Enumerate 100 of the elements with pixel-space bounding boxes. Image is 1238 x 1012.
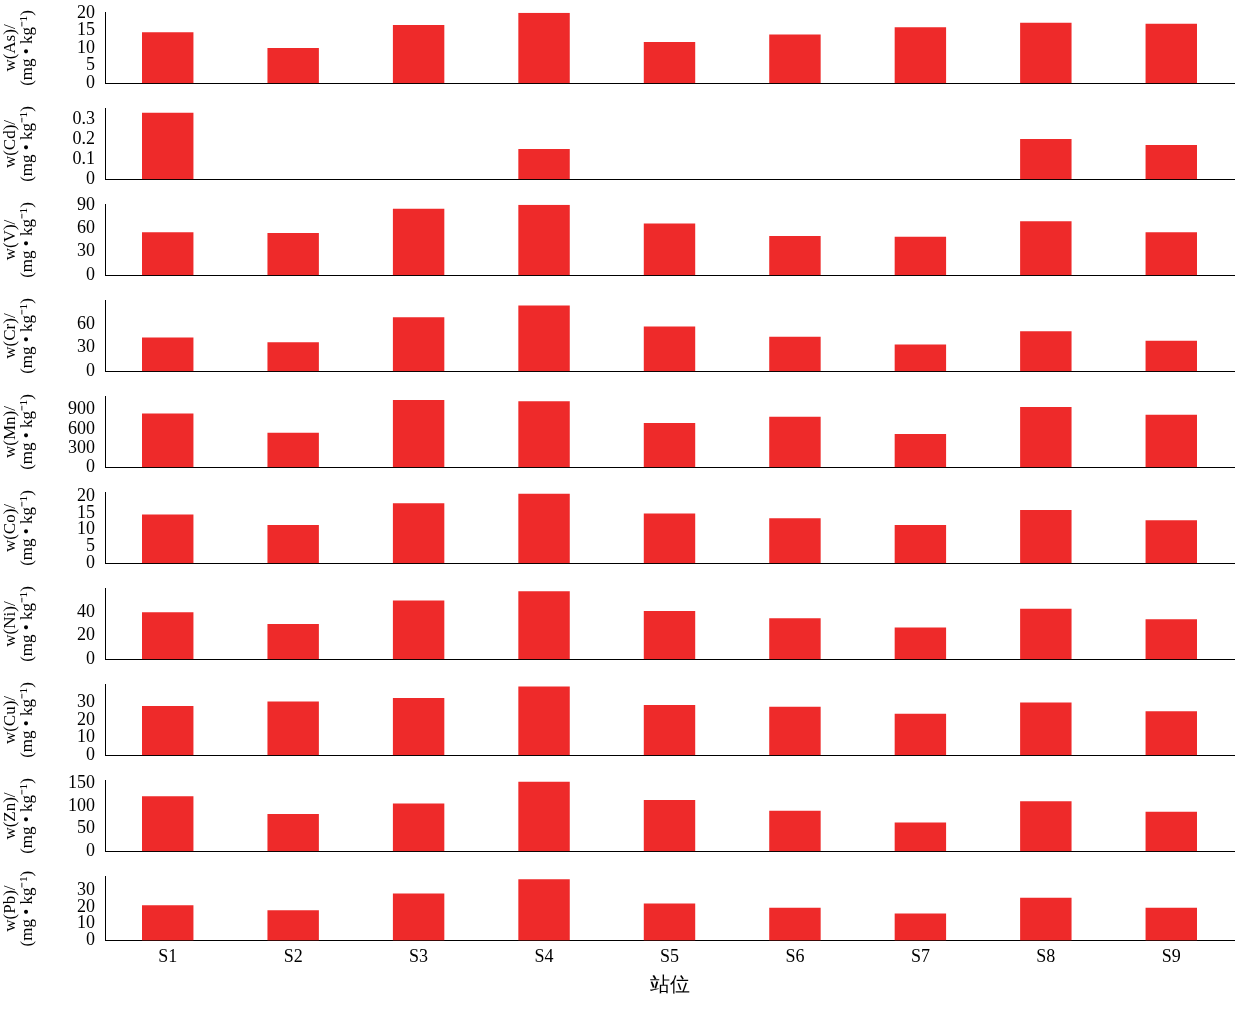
bar bbox=[142, 514, 194, 564]
bar bbox=[518, 401, 570, 468]
y-tick-label: 300 bbox=[68, 436, 95, 457]
x-tick-label: S1 bbox=[158, 945, 178, 966]
bar bbox=[392, 25, 445, 84]
bar bbox=[769, 416, 821, 468]
bar bbox=[1020, 22, 1072, 84]
bar bbox=[894, 822, 947, 852]
bar bbox=[518, 204, 570, 276]
bar bbox=[142, 612, 194, 660]
y-tick-label: 100 bbox=[68, 794, 95, 815]
y-tick-label: 0 bbox=[86, 167, 95, 188]
bar bbox=[392, 600, 445, 660]
bar bbox=[894, 344, 947, 372]
bar bbox=[643, 705, 696, 756]
y-tick-label: 0 bbox=[86, 263, 95, 284]
x-tick-label: S9 bbox=[1161, 945, 1181, 966]
bar bbox=[1145, 23, 1197, 84]
bar bbox=[267, 524, 319, 564]
y-axis-title: w(Cd)/(mg • kg⁻¹) bbox=[0, 106, 36, 182]
bar bbox=[769, 907, 821, 941]
bar bbox=[1020, 702, 1072, 756]
bar bbox=[894, 433, 947, 468]
bar bbox=[518, 781, 570, 852]
bar bbox=[392, 400, 445, 468]
x-tick-label: S2 bbox=[283, 945, 303, 966]
bar bbox=[1020, 138, 1072, 180]
bar bbox=[769, 336, 821, 372]
x-axis-title: 站位 bbox=[649, 973, 690, 996]
y-tick-label: 60 bbox=[77, 313, 95, 333]
bar bbox=[518, 879, 570, 941]
bar bbox=[518, 12, 570, 84]
bar bbox=[1020, 407, 1072, 468]
y-tick-label: 30 bbox=[77, 336, 95, 357]
bar bbox=[392, 698, 445, 756]
bar bbox=[518, 591, 570, 660]
y-tick-label: 90 bbox=[77, 193, 95, 214]
bar bbox=[1145, 414, 1197, 468]
bar bbox=[267, 432, 319, 468]
y-tick-label: 0 bbox=[86, 647, 95, 668]
bar bbox=[643, 513, 696, 564]
bar bbox=[518, 305, 570, 372]
y-axis-title: w(Mn)/(mg • kg⁻¹) bbox=[0, 394, 36, 470]
bar bbox=[1145, 340, 1197, 372]
bar bbox=[392, 317, 445, 372]
bar bbox=[1020, 608, 1072, 660]
bar bbox=[769, 236, 821, 276]
bar bbox=[643, 423, 696, 468]
bar bbox=[267, 342, 319, 372]
y-axis-title: w(As)/(mg • kg⁻¹) bbox=[0, 10, 36, 86]
bar bbox=[392, 503, 445, 564]
y-tick-label: 60 bbox=[77, 217, 95, 237]
x-tick-label: S8 bbox=[1036, 945, 1056, 966]
bar bbox=[267, 701, 319, 756]
y-axis-title: w(V)/(mg • kg⁻¹) bbox=[0, 202, 36, 278]
bar bbox=[894, 524, 947, 564]
bar bbox=[1145, 520, 1197, 564]
y-tick-label: 0 bbox=[86, 839, 95, 860]
x-tick-label: S5 bbox=[659, 945, 680, 966]
y-tick-label: 50 bbox=[77, 817, 95, 838]
y-tick-label: 30 bbox=[77, 240, 95, 261]
bar bbox=[894, 236, 947, 276]
bar bbox=[1145, 811, 1197, 852]
bar bbox=[643, 223, 696, 276]
bar bbox=[1145, 619, 1197, 660]
y-tick-label: 20 bbox=[77, 624, 95, 645]
y-tick-label: 0.3 bbox=[72, 107, 95, 128]
bar bbox=[392, 803, 445, 852]
bar bbox=[894, 27, 947, 84]
bar bbox=[267, 910, 319, 941]
bar bbox=[643, 903, 696, 941]
y-axis-title: w(Zn)/(mg • kg⁻¹) bbox=[0, 778, 36, 854]
y-tick-label: 0 bbox=[86, 455, 95, 476]
bar bbox=[267, 624, 319, 660]
y-axis-title: w(Co)/(mg • kg⁻¹) bbox=[0, 490, 36, 566]
y-axis-title: w(Cr)/(mg • kg⁻¹) bbox=[0, 298, 36, 374]
bar bbox=[1020, 509, 1072, 564]
y-axis-title: w(Pb)/(mg • kg⁻¹) bbox=[0, 870, 36, 947]
x-tick-label: S7 bbox=[910, 945, 930, 966]
bar bbox=[1020, 221, 1072, 276]
bar bbox=[142, 337, 194, 372]
bar bbox=[894, 627, 947, 660]
x-tick-label: S3 bbox=[409, 945, 429, 966]
y-tick-label: 20 bbox=[77, 1, 95, 22]
x-tick-label: S4 bbox=[534, 945, 554, 966]
y-tick-label: 150 bbox=[68, 771, 95, 792]
bar bbox=[142, 32, 194, 84]
y-tick-label: 600 bbox=[68, 417, 95, 438]
bar bbox=[142, 705, 194, 756]
y-axis-title: w(Ni)/(mg • kg⁻¹) bbox=[0, 586, 36, 662]
y-tick-label: 40 bbox=[77, 601, 95, 621]
bar bbox=[267, 813, 319, 852]
bar bbox=[1020, 897, 1072, 941]
bar bbox=[894, 713, 947, 756]
y-tick-label: 0.2 bbox=[72, 127, 95, 148]
x-tick-label: S6 bbox=[785, 945, 805, 966]
y-tick-label: 900 bbox=[68, 398, 95, 419]
bar bbox=[142, 232, 194, 276]
bar bbox=[142, 796, 194, 852]
y-tick-label: 0.1 bbox=[72, 147, 95, 168]
